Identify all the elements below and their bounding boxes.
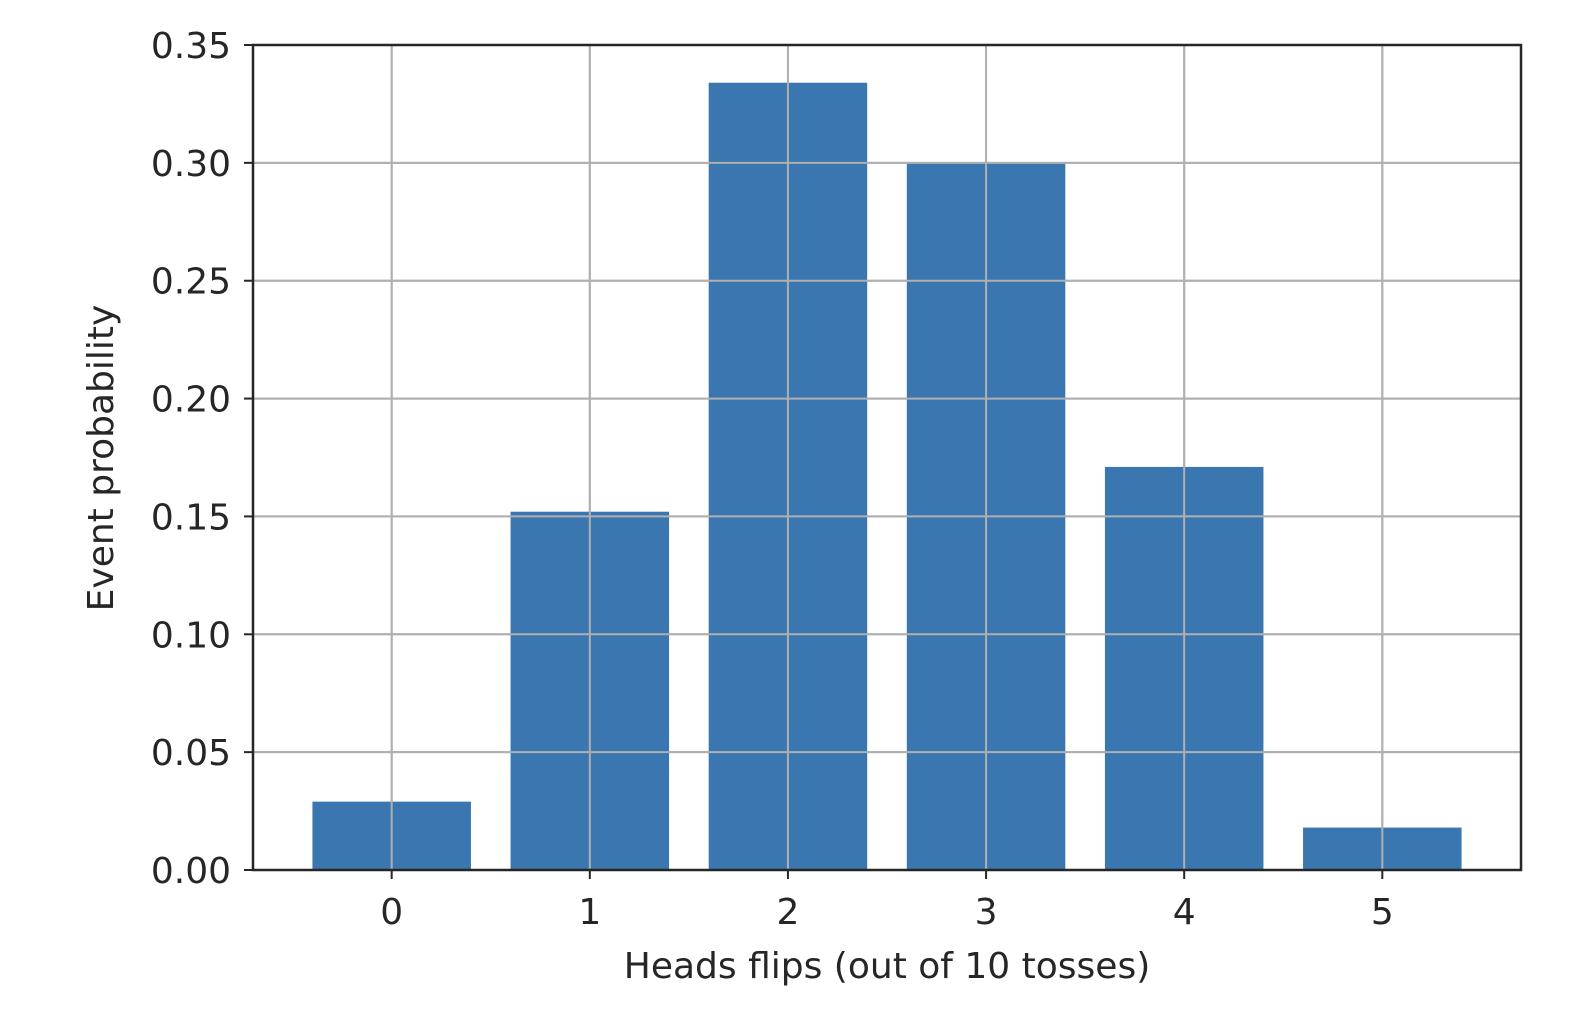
y-tick-label: 0.30 [151,144,231,185]
grid-lines [253,44,1521,871]
y-tick-label: 0.25 [151,262,231,303]
y-tick-label: 0.15 [151,497,231,538]
y-axis-label: Event probability [81,305,122,612]
ticks: 0 1 2 3 4 5 0.00 0.05 0.10 0.15 0.20 0.25 0.30 0.35 [151,26,1394,933]
x-tick-label: 4 [1173,892,1196,933]
y-tick-label: 0.05 [151,733,231,774]
x-tick-label: 1 [578,892,601,933]
y-tick-label: 0.20 [151,380,231,421]
y-tick-label: 0.35 [151,26,231,67]
x-tick-label: 2 [776,892,799,933]
x-tick-label: 3 [975,892,998,933]
y-tick-label: 0.10 [151,615,231,656]
plot-frame [251,43,1523,872]
x-tick-label: 0 [380,892,403,933]
y-tick-label: 0.00 [151,851,231,892]
x-tick-label: 5 [1371,892,1394,933]
grid-lines-front [253,44,1521,871]
x-axis-label: Heads flips (out of 10 tosses) [624,946,1151,987]
